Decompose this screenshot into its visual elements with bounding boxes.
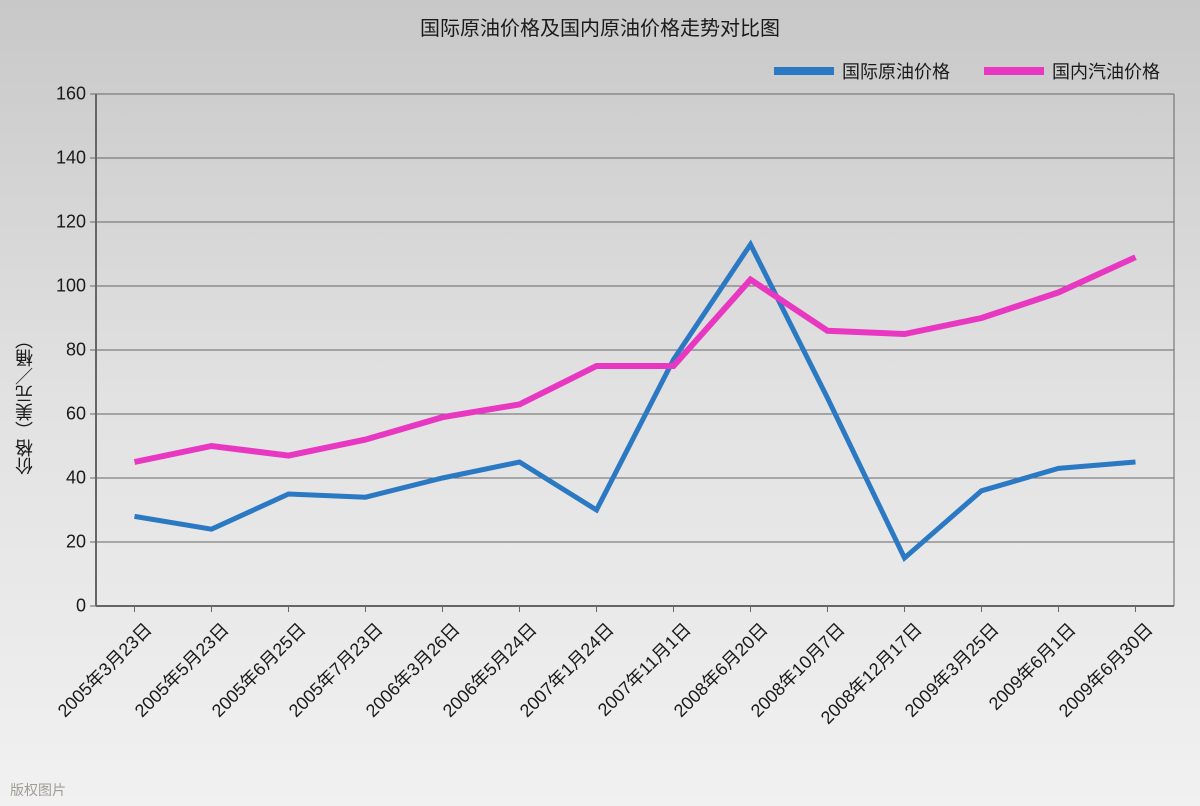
y-tick-label: 160 — [26, 84, 86, 105]
series-international — [135, 244, 1136, 558]
y-tick-label: 80 — [26, 340, 86, 361]
y-tick-label: 100 — [26, 276, 86, 297]
y-tick-label: 140 — [26, 148, 86, 169]
y-tick-label: 120 — [26, 212, 86, 233]
y-tick-label: 20 — [26, 532, 86, 553]
y-tick-label: 60 — [26, 404, 86, 425]
y-tick-label: 0 — [26, 596, 86, 617]
y-tick-label: 40 — [26, 468, 86, 489]
watermark: 版权图片 — [10, 780, 66, 800]
